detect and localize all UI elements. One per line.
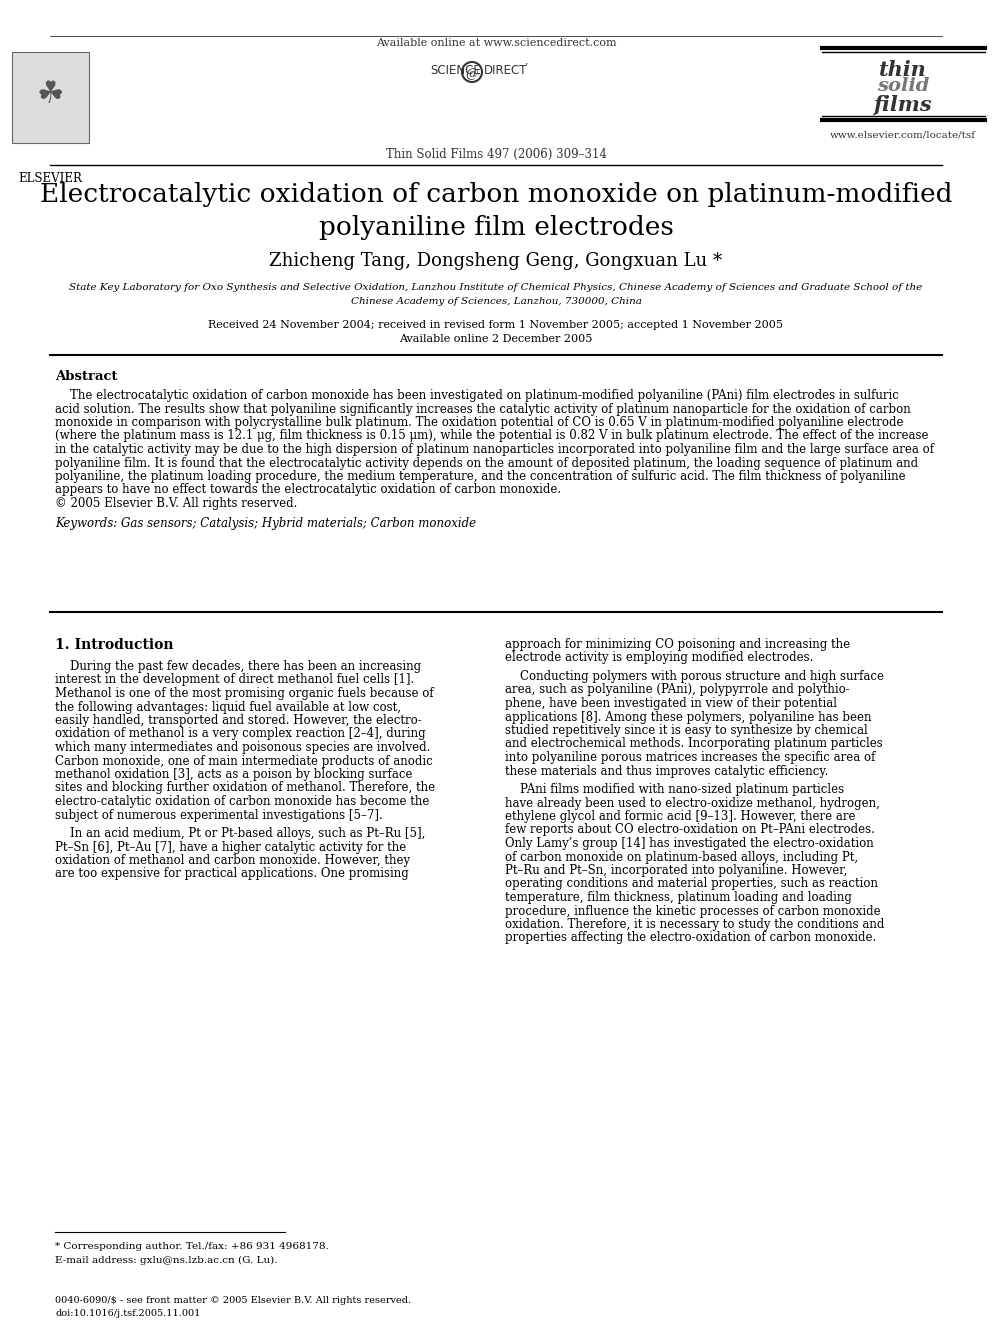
Text: * Corresponding author. Tel./fax: +86 931 4968178.: * Corresponding author. Tel./fax: +86 93… (55, 1242, 328, 1252)
Text: appears to have no effect towards the electrocatalytic oxidation of carbon monox: appears to have no effect towards the el… (55, 483, 561, 496)
Text: Electrocatalytic oxidation of carbon monoxide on platinum-modified
polyaniline f: Electrocatalytic oxidation of carbon mon… (40, 183, 952, 239)
Text: of carbon monoxide on platinum-based alloys, including Pt,: of carbon monoxide on platinum-based all… (505, 851, 858, 864)
Text: Chinese Academy of Sciences, Lanzhou, 730000, China: Chinese Academy of Sciences, Lanzhou, 73… (350, 296, 642, 306)
Text: PAni films modified with nano-sized platinum particles: PAni films modified with nano-sized plat… (505, 783, 844, 796)
Text: studied repetitively since it is easy to synthesize by chemical: studied repetitively since it is easy to… (505, 724, 868, 737)
Text: Carbon monoxide, one of main intermediate products of anodic: Carbon monoxide, one of main intermediat… (55, 754, 433, 767)
Text: methanol oxidation [3], acts as a poison by blocking surface: methanol oxidation [3], acts as a poison… (55, 767, 413, 781)
Text: Available online 2 December 2005: Available online 2 December 2005 (400, 333, 592, 344)
Text: E-mail address: gxlu@ns.lzb.ac.cn (G. Lu).: E-mail address: gxlu@ns.lzb.ac.cn (G. Lu… (55, 1256, 278, 1265)
Text: Abstract: Abstract (55, 370, 117, 382)
Text: solid: solid (877, 77, 930, 95)
Text: Conducting polymers with porous structure and high surface: Conducting polymers with porous structur… (505, 669, 884, 683)
Text: ELSEVIER: ELSEVIER (19, 172, 82, 185)
Text: Methanol is one of the most promising organic fuels because of: Methanol is one of the most promising or… (55, 687, 434, 700)
FancyBboxPatch shape (12, 53, 89, 143)
Text: 0040-6090/$ - see front matter © 2005 Elsevier B.V. All rights reserved.: 0040-6090/$ - see front matter © 2005 El… (55, 1297, 411, 1304)
Text: ethylene glycol and formic acid [9–13]. However, there are: ethylene glycol and formic acid [9–13]. … (505, 810, 855, 823)
Text: State Key Laboratory for Oxo Synthesis and Selective Oxidation, Lanzhou Institut: State Key Laboratory for Oxo Synthesis a… (69, 283, 923, 292)
Text: in the catalytic activity may be due to the high dispersion of platinum nanopart: in the catalytic activity may be due to … (55, 443, 934, 456)
Text: films: films (874, 95, 932, 115)
Text: interest in the development of direct methanol fuel cells [1].: interest in the development of direct me… (55, 673, 415, 687)
Text: subject of numerous experimental investigations [5–7].: subject of numerous experimental investi… (55, 808, 383, 822)
Text: The electrocatalytic oxidation of carbon monoxide has been investigated on plati: The electrocatalytic oxidation of carbon… (55, 389, 899, 402)
Text: acid solution. The results show that polyaniline significantly increases the cat: acid solution. The results show that pol… (55, 402, 911, 415)
Text: approach for minimizing CO poisoning and increasing the: approach for minimizing CO poisoning and… (505, 638, 850, 651)
Text: the following advantages: liquid fuel available at low cost,: the following advantages: liquid fuel av… (55, 700, 401, 713)
Text: (where the platinum mass is 12.1 μg, film thickness is 0.15 μm), while the poten: (where the platinum mass is 12.1 μg, fil… (55, 430, 929, 442)
Text: oxidation. Therefore, it is necessary to study the conditions and: oxidation. Therefore, it is necessary to… (505, 918, 885, 931)
Text: doi:10.1016/j.tsf.2005.11.001: doi:10.1016/j.tsf.2005.11.001 (55, 1308, 200, 1318)
Text: ☘: ☘ (37, 81, 64, 110)
Text: and electrochemical methods. Incorporating platinum particles: and electrochemical methods. Incorporati… (505, 737, 883, 750)
Text: oxidation of methanol and carbon monoxide. However, they: oxidation of methanol and carbon monoxid… (55, 855, 410, 867)
Text: SCIENCE: SCIENCE (430, 64, 481, 77)
Text: Keywords: Gas sensors; Catalysis; Hybrid materials; Carbon monoxide: Keywords: Gas sensors; Catalysis; Hybrid… (55, 516, 476, 529)
Text: these materials and thus improves catalytic efficiency.: these materials and thus improves cataly… (505, 765, 828, 778)
Text: © 2005 Elsevier B.V. All rights reserved.: © 2005 Elsevier B.V. All rights reserved… (55, 497, 298, 509)
Text: have already been used to electro-oxidize methanol, hydrogen,: have already been used to electro-oxidiz… (505, 796, 880, 810)
Text: easily handled, transported and stored. However, the electro-: easily handled, transported and stored. … (55, 714, 422, 728)
Text: applications [8]. Among these polymers, polyaniline has been: applications [8]. Among these polymers, … (505, 710, 872, 724)
Text: DIRECT: DIRECT (484, 64, 528, 77)
Text: During the past few decades, there has been an increasing: During the past few decades, there has b… (55, 660, 422, 673)
Text: www.elsevier.com/locate/tsf: www.elsevier.com/locate/tsf (830, 130, 976, 139)
Text: area, such as polyaniline (PAni), polypyrrole and polythio-: area, such as polyaniline (PAni), polypy… (505, 684, 850, 696)
Text: 1. Introduction: 1. Introduction (55, 638, 174, 652)
Text: oxidation of methanol is a very complex reaction [2–4], during: oxidation of methanol is a very complex … (55, 728, 426, 741)
Text: are too expensive for practical applications. One promising: are too expensive for practical applicat… (55, 868, 409, 881)
Text: electrode activity is employing modified electrodes.: electrode activity is employing modified… (505, 651, 813, 664)
Text: phene, have been investigated in view of their potential: phene, have been investigated in view of… (505, 697, 837, 710)
Text: polyaniline, the platinum loading procedure, the medium temperature, and the con: polyaniline, the platinum loading proced… (55, 470, 906, 483)
Text: Pt–Ru and Pt–Sn, incorporated into polyaniline. However,: Pt–Ru and Pt–Sn, incorporated into polya… (505, 864, 847, 877)
Text: thin: thin (879, 60, 927, 79)
Text: temperature, film thickness, platinum loading and loading: temperature, film thickness, platinum lo… (505, 890, 852, 904)
Text: @: @ (466, 67, 478, 81)
Text: ’: ’ (524, 64, 527, 73)
Text: properties affecting the electro-oxidation of carbon monoxide.: properties affecting the electro-oxidati… (505, 931, 876, 945)
Text: sites and blocking further oxidation of methanol. Therefore, the: sites and blocking further oxidation of … (55, 782, 435, 795)
Text: electro-catalytic oxidation of carbon monoxide has become the: electro-catalytic oxidation of carbon mo… (55, 795, 430, 808)
Text: into polyaniline porous matrices increases the specific area of: into polyaniline porous matrices increas… (505, 751, 875, 763)
Text: Available online at www.sciencedirect.com: Available online at www.sciencedirect.co… (376, 38, 616, 48)
Text: polyaniline film. It is found that the electrocatalytic activity depends on the : polyaniline film. It is found that the e… (55, 456, 919, 470)
Text: procedure, influence the kinetic processes of carbon monoxide: procedure, influence the kinetic process… (505, 905, 881, 917)
Text: which many intermediates and poisonous species are involved.: which many intermediates and poisonous s… (55, 741, 431, 754)
Text: monoxide in comparison with polycrystalline bulk platinum. The oxidation potenti: monoxide in comparison with polycrystall… (55, 415, 904, 429)
Text: Zhicheng Tang, Dongsheng Geng, Gongxuan Lu *: Zhicheng Tang, Dongsheng Geng, Gongxuan … (270, 251, 722, 270)
Text: operating conditions and material properties, such as reaction: operating conditions and material proper… (505, 877, 878, 890)
Text: In an acid medium, Pt or Pt-based alloys, such as Pt–Ru [5],: In an acid medium, Pt or Pt-based alloys… (55, 827, 426, 840)
Text: Received 24 November 2004; received in revised form 1 November 2005; accepted 1 : Received 24 November 2004; received in r… (208, 320, 784, 329)
Text: Thin Solid Films 497 (2006) 309–314: Thin Solid Films 497 (2006) 309–314 (386, 148, 606, 161)
Text: Pt–Sn [6], Pt–Au [7], have a higher catalytic activity for the: Pt–Sn [6], Pt–Au [7], have a higher cata… (55, 840, 407, 853)
Text: Only Lamy’s group [14] has investigated the electro-oxidation: Only Lamy’s group [14] has investigated … (505, 837, 874, 849)
Text: few reports about CO electro-oxidation on Pt–PAni electrodes.: few reports about CO electro-oxidation o… (505, 823, 875, 836)
